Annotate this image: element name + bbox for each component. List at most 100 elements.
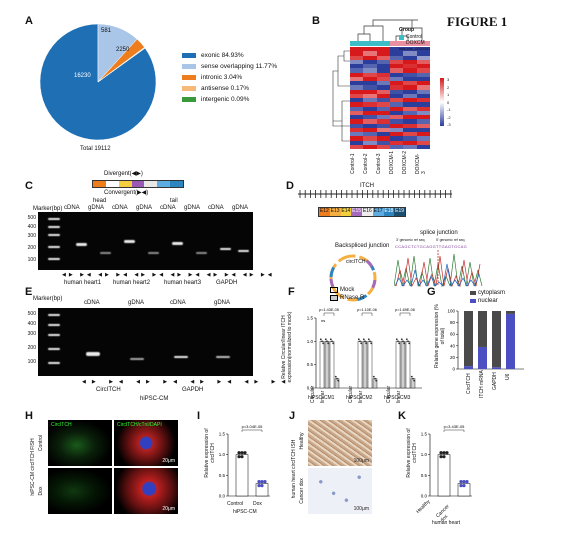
panel-label-d: D (286, 180, 294, 192)
heatmap-cell (376, 76, 390, 81)
g-ytick-label: 0 (452, 367, 455, 372)
data-point (439, 455, 443, 459)
heatmap-cell (389, 136, 404, 141)
marker-tick: 500 (27, 311, 36, 317)
heatmap-cell (416, 127, 430, 132)
heatmap-cell (416, 123, 430, 128)
f-group-3: hiPSC-CM3 (384, 395, 411, 401)
legend-item: exonic 84.93% (182, 50, 277, 61)
heatmap-cell (363, 59, 377, 64)
marker-title-c: Marker(bp) (33, 206, 63, 212)
sanger-trace (394, 250, 483, 288)
heatmap-cell (389, 64, 404, 69)
circ-label: circITCH (346, 259, 366, 265)
legend-nuclear: nuclear (470, 298, 498, 304)
heatmap-cell (389, 102, 404, 107)
heatmap-cell (403, 55, 417, 60)
heatmap-cell (363, 119, 377, 124)
heatmap-cell (403, 81, 417, 86)
heatmap-cell (416, 47, 430, 52)
heatmap-cell (350, 68, 364, 73)
data-point (237, 451, 241, 455)
f-bar (367, 341, 373, 389)
heatmap-cell (403, 140, 417, 145)
chart-i: 0.0 0.5 1.0 1.5 p=3.04E-05 (219, 424, 270, 499)
chart-k: 0.0 0.5 1.0 1.5 p=3.43E-05 (421, 424, 472, 499)
g-bar (492, 367, 501, 369)
g-bar (492, 311, 501, 368)
fish-control-circitch: CircITCH (48, 420, 112, 466)
heatmap-cell (376, 106, 390, 111)
i-xtick-control: Control (227, 501, 244, 507)
heatmap-cell (403, 123, 417, 128)
panel-label-a: A (25, 15, 33, 27)
heatmap-cell (403, 102, 417, 107)
data-point (442, 451, 446, 455)
heatmap-cell (403, 59, 417, 64)
f-point (408, 342, 411, 345)
g-xticks: CircITCH ITCH mRNA GAPDH U6 (466, 370, 511, 398)
ytick-label: 0.0 (421, 494, 428, 499)
heatmap-cell (416, 115, 430, 120)
marker-tick: 100 (27, 257, 36, 263)
bar (235, 454, 249, 497)
g-bar (464, 366, 473, 369)
heatmap-cell (389, 55, 404, 60)
panel-label-f: F (288, 286, 295, 298)
heatmap-cell (416, 81, 430, 86)
heatmap-cell (376, 85, 390, 90)
group-legend-control: Control (399, 34, 422, 40)
heatmap-cell (403, 98, 417, 103)
g-ytick-label: 100 (447, 309, 455, 314)
f-bar (405, 341, 411, 389)
legend-mock: Mock (330, 287, 354, 293)
data-point (459, 480, 463, 484)
group-legend-doxcm: DOXCM (399, 40, 425, 46)
heatmap-cell (416, 72, 430, 77)
pie-chart-a (39, 23, 157, 141)
heatmap-cell (403, 110, 417, 115)
heatmap-cell (363, 123, 377, 128)
heatmap-cell (416, 64, 430, 69)
heatmap-cell (350, 72, 364, 77)
heatmap-cell (350, 76, 364, 81)
heatmap-cell (376, 47, 390, 52)
g-ytick-label: 40 (450, 343, 456, 348)
data-point (237, 455, 241, 459)
heatmap-cell (403, 89, 417, 94)
f-ns: ns (321, 318, 325, 323)
legend-cytoplasm: cytoplasm (470, 290, 505, 296)
pie-total: Total 19112 (80, 146, 111, 152)
heatmap-cell (416, 93, 430, 98)
f-point (412, 377, 414, 380)
f-point (324, 338, 327, 341)
f-point (369, 340, 371, 343)
itch-gene-label: ITCH (360, 183, 374, 189)
panel-label-g: G (427, 286, 436, 298)
heatmap-cell (363, 85, 377, 90)
heatmap-cell (376, 110, 390, 115)
heatmap-cell (350, 106, 364, 111)
group-label-gapdh-e: GAPDH (182, 387, 204, 393)
heatmap-cell (350, 110, 364, 115)
circ-rna-diagram (329, 254, 377, 302)
f-point (375, 379, 378, 382)
f-point (357, 338, 360, 341)
data-point (462, 484, 466, 488)
heatmap-cell (389, 106, 404, 111)
f-point (370, 342, 373, 345)
heatmap-grid (350, 47, 430, 149)
heatmap-cell (350, 55, 364, 60)
f-bar (329, 341, 335, 389)
f-point (360, 342, 363, 345)
f-point (364, 340, 366, 343)
ytick-label: 0.5 (421, 473, 428, 478)
f-point (336, 377, 338, 380)
heatmap-cell (416, 89, 430, 94)
f-point (367, 338, 370, 341)
heatmap-cell (416, 119, 430, 124)
heatmap-cell (389, 115, 404, 120)
heatmap-cell (416, 85, 430, 90)
f-point (405, 338, 408, 341)
f-point (331, 340, 333, 343)
